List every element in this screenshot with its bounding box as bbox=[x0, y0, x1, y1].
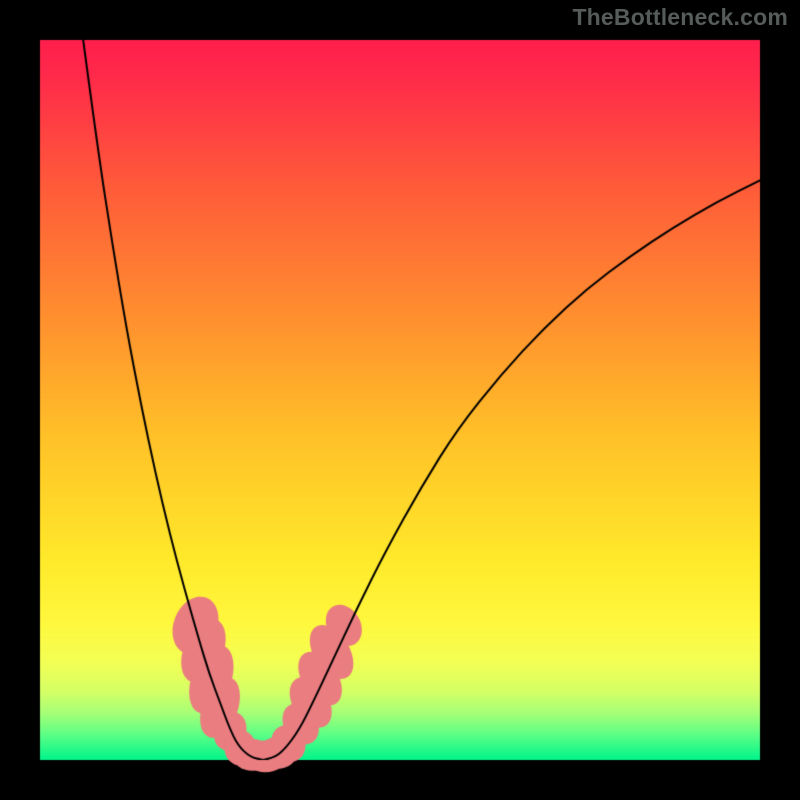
chart-stage: TheBottleneck.com bbox=[0, 0, 800, 800]
chart-canvas bbox=[0, 0, 800, 800]
